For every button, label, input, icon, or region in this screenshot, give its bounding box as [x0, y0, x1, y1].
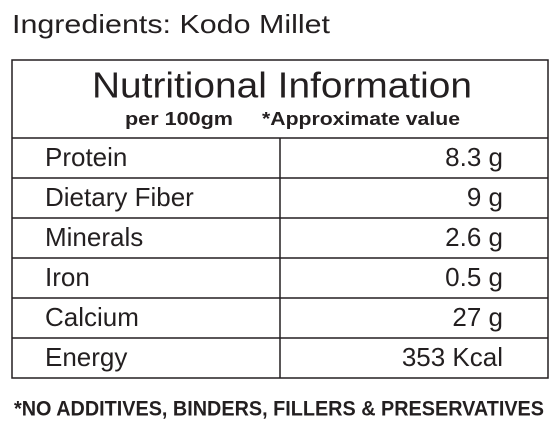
nutrient-name: Protein: [45, 142, 127, 172]
nutrient-name: Calcium: [45, 302, 139, 332]
nutrient-name: Energy: [45, 342, 127, 372]
serving-size: per 100gm: [125, 109, 233, 129]
nutrient-amount: 0.5 g: [445, 262, 503, 292]
nutrient-amount: 8.3 g: [445, 142, 503, 172]
nutrient-amount: 9 g: [467, 182, 503, 212]
nutrient-amount: 27 g: [452, 302, 503, 332]
nutrient-name: Dietary Fiber: [45, 182, 194, 212]
nutrient-amount: 353 Kcal: [402, 342, 503, 372]
nutrient-amount: 2.6 g: [445, 222, 503, 252]
nutrient-name: Iron: [45, 262, 90, 292]
footer-note: *NO ADDITIVES, BINDERS, FILLERS & PRESER…: [14, 398, 544, 421]
table-title: Nutritional Information: [92, 65, 472, 106]
approx-note: *Approximate value: [262, 109, 460, 129]
nutrient-name: Minerals: [45, 222, 143, 252]
ingredients-title: Ingredients: Kodo Millet: [12, 9, 331, 39]
